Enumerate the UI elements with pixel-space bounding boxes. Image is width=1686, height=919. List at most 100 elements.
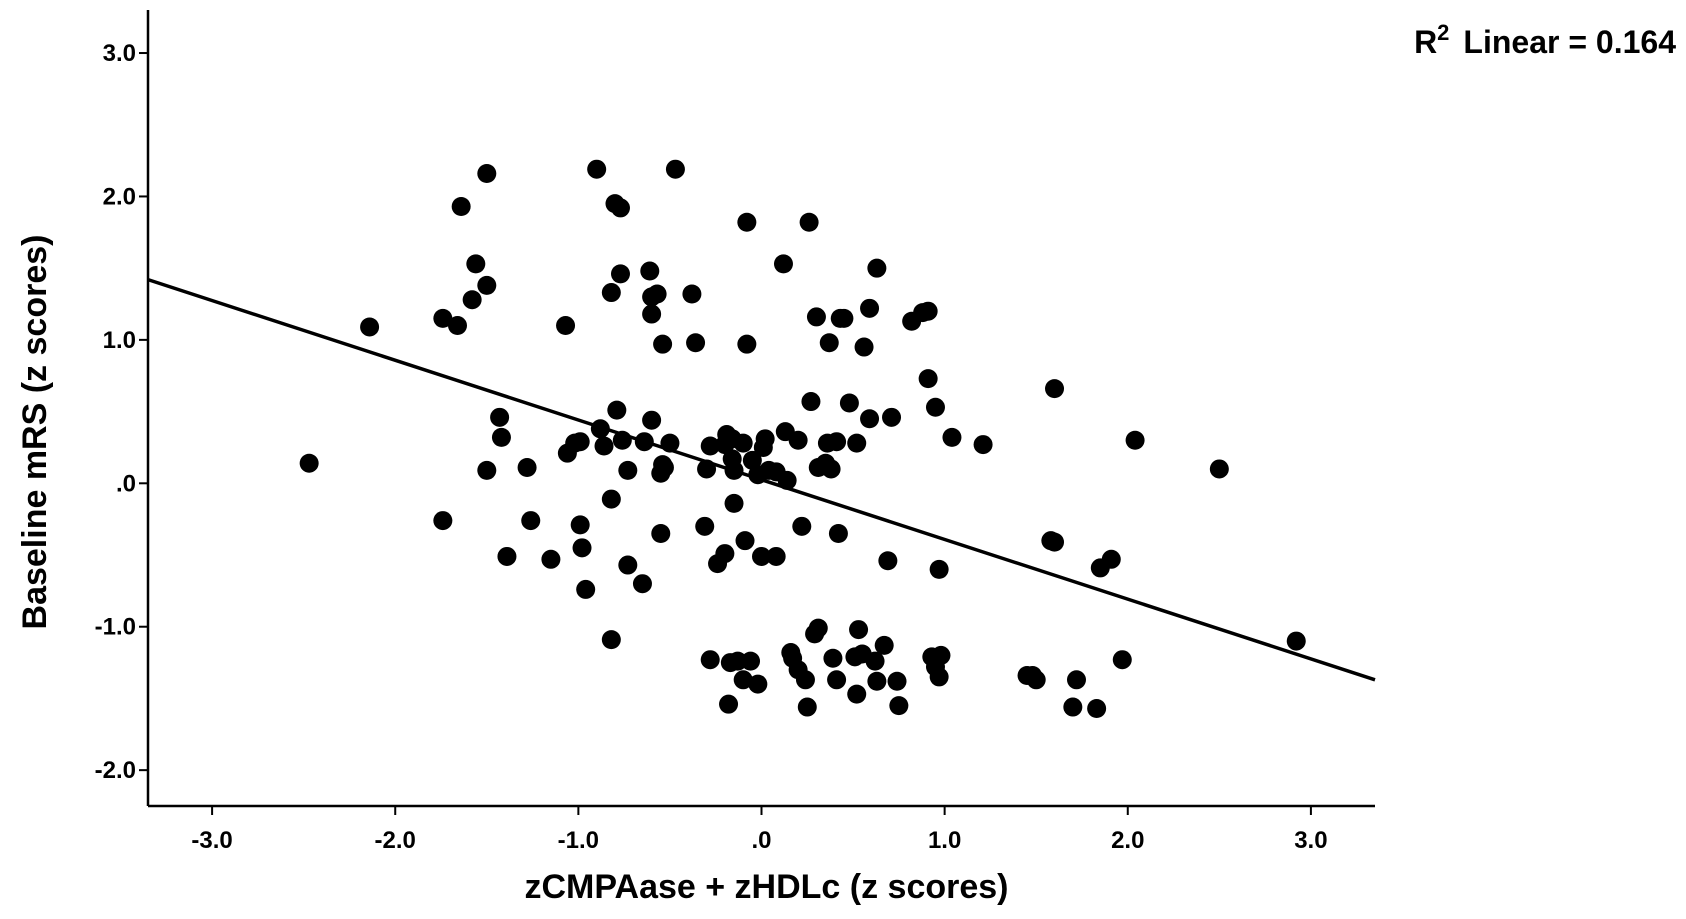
data-point [839,393,859,413]
data-point [556,316,576,336]
data-point [931,645,951,665]
data-point [700,436,720,456]
data-point [587,159,607,179]
data-point [601,283,621,303]
data-point [827,670,847,690]
x-axis-ticks: -3.0 -2.0 -1.0 .0 1.0 2.0 3.0 [191,806,1328,854]
data-points [299,159,1306,718]
data-point [733,670,753,690]
data-point [651,523,671,543]
data-point [477,164,497,184]
y-axis-ticks: -2.0 -1.0 .0 1.0 2.0 3.0 [95,40,148,784]
data-point [742,450,762,470]
data-point [618,555,638,575]
r-squared-symbol: R [1414,24,1437,60]
data-point [847,684,867,704]
data-point [867,671,887,691]
x-tick-label: -3.0 [191,827,232,854]
data-point [610,264,630,284]
data-point [1066,670,1086,690]
data-point [766,546,786,566]
data-point [865,651,885,671]
y-tick-label: .0 [116,470,136,497]
data-point [1026,670,1046,690]
x-tick-label: -2.0 [375,827,416,854]
y-tick-label: 1.0 [103,327,136,354]
x-tick-label: 1.0 [928,827,961,854]
axes: -2.0 -1.0 .0 1.0 2.0 3.0 -3.0 -2.0 -1.0 .0 1.0 2.0… [95,10,1375,854]
data-point [607,400,627,420]
x-axis-title: zCMPAase + zHDLc (z scores) [524,868,1008,906]
data-point [918,301,938,321]
r-squared-value: Linear = 0.164 [1463,24,1676,60]
data-point [860,409,880,429]
data-point [834,308,854,328]
data-point [570,432,590,452]
data-point [433,308,453,328]
data-point [521,511,541,531]
x-tick-label: .0 [751,827,771,854]
data-point [541,549,561,569]
data-point [1087,698,1107,718]
data-point [462,290,482,310]
linear-fit-line [147,277,1376,682]
data-point [882,407,902,427]
data-point [682,284,702,304]
data-point [570,515,590,535]
data-point [1286,631,1306,651]
data-point [1045,379,1065,399]
data-point [477,460,497,480]
data-point [788,430,808,450]
y-tick-label: 3.0 [103,40,136,67]
y-tick-label: -1.0 [95,614,136,641]
data-point [724,493,744,513]
data-point [741,651,761,671]
data-point [973,435,993,455]
data-point [1101,549,1121,569]
data-point [1125,430,1145,450]
x-tick-label: 2.0 [1111,827,1144,854]
data-point [801,392,821,412]
data-point [1112,650,1132,670]
data-point [887,671,907,691]
x-tick-label: 3.0 [1294,827,1327,854]
data-point [601,489,621,509]
data-point [447,316,467,336]
data-point [929,559,949,579]
data-point [466,254,486,274]
data-point [490,407,510,427]
data-point [827,432,847,452]
data-point [360,317,380,337]
data-point [797,697,817,717]
data-point [737,212,757,232]
data-point [808,618,828,638]
data-point [572,538,592,558]
data-point [715,544,735,564]
data-point [755,429,775,449]
data-point [654,458,674,478]
data-point [752,546,771,566]
data-point [929,667,949,687]
data-point [799,212,819,232]
data-point [889,696,909,716]
r-squared-superscript: 2 [1437,20,1449,45]
data-point [653,334,673,354]
data-point [792,516,812,536]
data-point [925,397,945,417]
data-point [733,433,753,453]
data-point [773,254,793,274]
data-point [618,460,638,480]
data-point [686,333,706,353]
data-point [860,298,880,318]
data-point [517,458,537,478]
data-point [497,546,517,566]
data-point [806,307,826,327]
data-point [695,516,715,536]
y-axis-title: Baseline mRS (z scores) [16,235,54,630]
data-point [1063,697,1083,717]
data-point [642,304,662,324]
data-point [601,630,621,650]
data-point [737,334,757,354]
data-point [847,433,867,453]
